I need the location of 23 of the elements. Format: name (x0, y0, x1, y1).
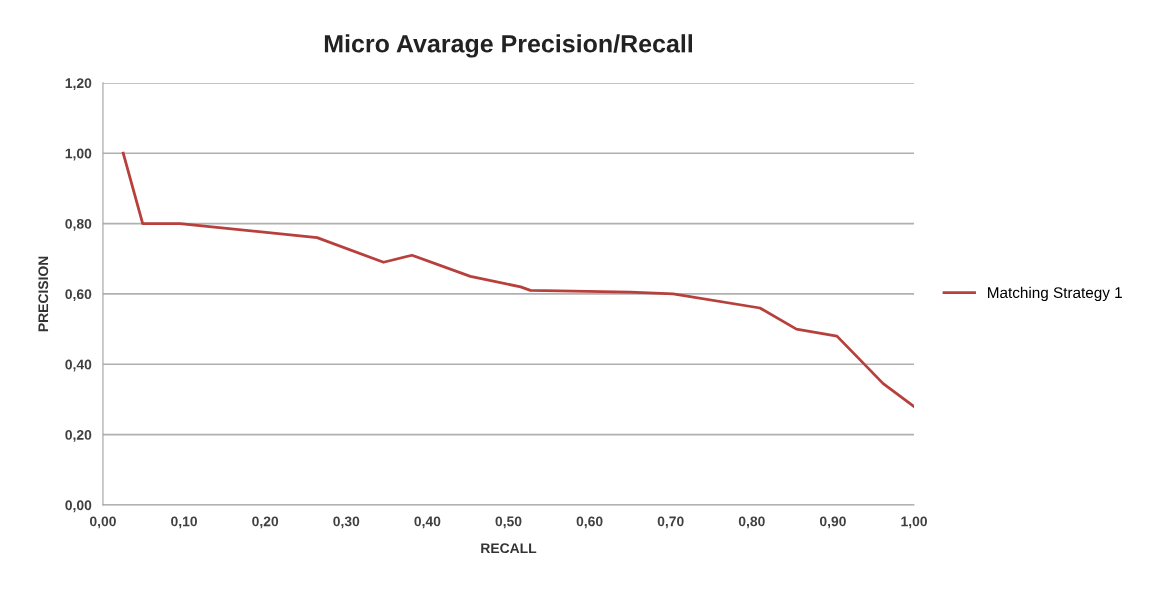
x-tick-label: 0,50 (495, 516, 522, 529)
y-axis-title: PRECISION (38, 256, 49, 332)
legend-label: Matching Strategy 1 (988, 286, 1122, 302)
y-tick-label: 0,40 (65, 359, 92, 372)
x-tick-label: 0,90 (819, 516, 846, 529)
y-tick-label: 0,60 (65, 289, 92, 302)
chart-title: Micro Avarage Precision/Recall (324, 34, 692, 58)
x-tick-label: 0,80 (738, 516, 765, 529)
x-axis-title: RECALL (481, 543, 537, 554)
line-series (121, 151, 915, 408)
x-tick-label: 0,70 (657, 516, 684, 529)
y-tick-label: 0,80 (65, 218, 92, 231)
y-tick-label: 1,00 (65, 148, 92, 161)
x-tick-label: 0,30 (333, 516, 360, 529)
x-tick-label: 0,20 (252, 516, 279, 529)
y-tick-label: 1,20 (65, 78, 92, 91)
y-tick-label: 0,20 (65, 429, 92, 442)
x-tick-label: 0,40 (414, 516, 441, 529)
x-tick-label: 0,10 (171, 516, 198, 529)
y-tick-label: 0,00 (65, 500, 92, 513)
x-tick-label: 0,60 (576, 516, 603, 529)
x-tick-label: 0,00 (89, 516, 116, 529)
x-tick-label: 1,00 (901, 516, 927, 529)
